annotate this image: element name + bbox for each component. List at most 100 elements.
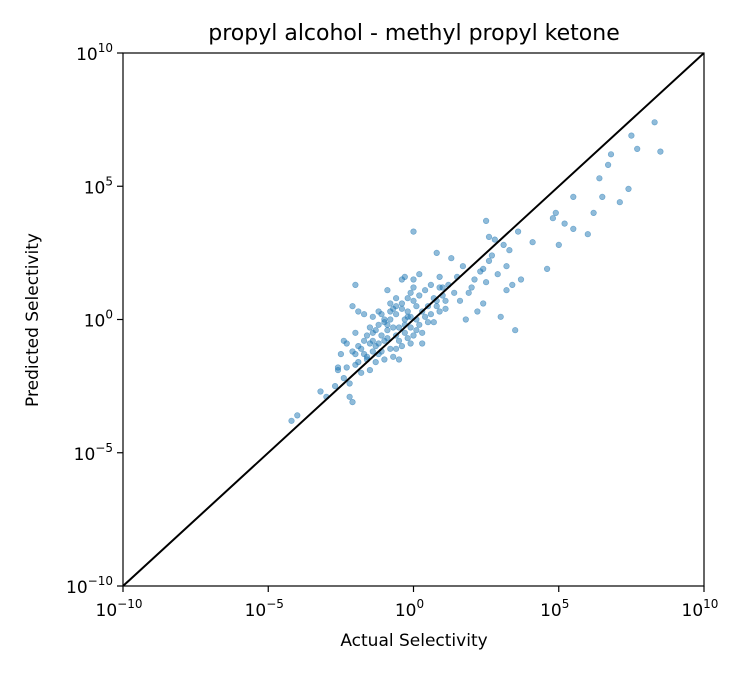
data-point [366,324,374,331]
data-point [436,273,443,281]
data-point [471,276,478,283]
data-point [372,359,379,366]
data-point [349,399,356,406]
data-point [340,337,347,344]
data-point [459,263,467,270]
data-point [430,319,437,326]
data-point [361,351,368,358]
data-point [468,284,475,291]
data-point [628,132,635,139]
data-point [424,319,432,326]
data-point [398,300,406,307]
data-point [369,348,376,355]
data-point [395,337,403,344]
data-point [369,329,376,336]
data-point [363,332,371,339]
data-point [422,313,429,320]
data-point [387,345,394,352]
data-point [483,217,490,224]
data-point [393,311,400,318]
data-point [381,356,388,363]
x-tick-label: 10−5 [245,597,284,621]
data-point [509,281,516,289]
data-point [381,316,388,323]
data-point [448,255,455,262]
data-point [422,287,429,294]
data-point [410,276,417,283]
data-point [480,300,487,307]
data-point [372,343,379,350]
data-point [651,119,658,126]
x-axis-label: Actual Selectivity [340,631,487,651]
data-point [407,324,414,331]
data-point [288,417,295,424]
data-point [401,316,408,323]
data-point [337,351,345,358]
data-point [334,364,342,371]
data-point [483,279,490,286]
data-point [398,343,406,350]
data-point [404,295,411,302]
data-point [375,308,382,315]
data-point [416,321,423,328]
data-point [491,236,498,243]
data-point [369,313,376,320]
data-point [570,225,577,232]
data-point [500,241,507,248]
data-point [393,345,400,352]
data-point [384,321,391,328]
data-point [439,284,446,291]
data-point [419,329,426,336]
data-point [506,247,513,254]
data-point [294,412,301,419]
data-point [387,300,394,307]
data-point [529,239,536,246]
data-point [407,340,414,347]
x-tick-label: 105 [540,597,569,621]
data-point [390,353,397,360]
data-point [549,215,557,222]
data-point [410,297,417,304]
chart-title: propyl alcohol - methyl propyl ketone [208,21,619,46]
data-point [503,287,510,294]
data-point [404,308,411,315]
data-point [416,271,423,278]
data-point [442,297,449,304]
data-point [433,249,440,256]
data-point [361,337,368,344]
data-point [584,231,591,238]
y-tick-label: 10−5 [74,441,113,465]
data-point [474,308,481,315]
data-point [332,383,339,390]
y-tick-label: 105 [84,174,113,198]
data-point [407,289,414,296]
data-point [410,332,417,339]
identity-line [123,53,704,586]
data-point [465,289,472,296]
data-point [657,148,664,155]
data-point [358,369,365,376]
data-point [390,324,397,331]
data-point [398,305,406,312]
x-tick-label: 1010 [682,597,719,621]
data-point [317,388,324,395]
data-point [552,209,559,216]
data-point [555,241,562,248]
data-point [381,337,388,344]
data-point [590,209,597,216]
data-point [416,292,423,299]
data-point [543,265,551,273]
x-axis: 10−10 10−5 100 105 1010 [96,586,719,621]
data-point [361,311,368,318]
data-point [355,308,362,315]
data-point [604,161,612,168]
y-tick-label: 100 [84,308,113,332]
data-point [433,303,440,310]
data-point [607,151,615,158]
data-point [413,303,420,310]
data-point [497,313,504,320]
data-point [393,295,400,302]
data-point [442,305,449,312]
y-axis-label: Predicted Selectivity [23,233,43,407]
